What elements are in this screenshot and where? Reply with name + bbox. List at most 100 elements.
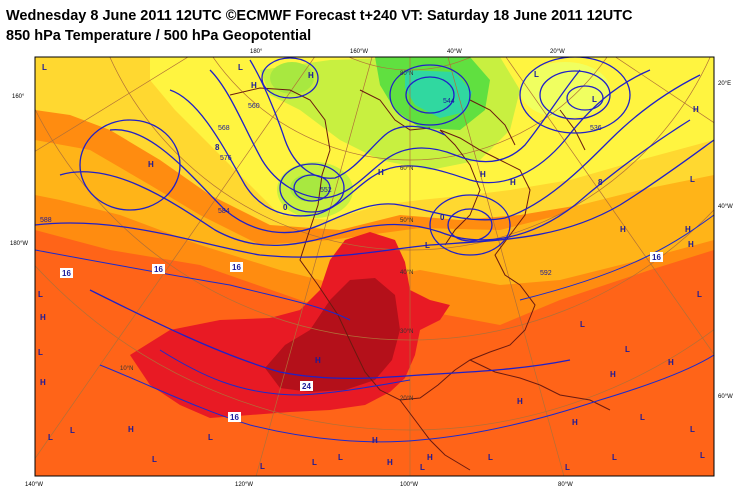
high-center: H [610,370,616,379]
high-center: H [251,81,257,90]
temperature-label: 16 [154,265,163,274]
low-center: L [690,425,695,434]
low-center: L [260,462,265,471]
low-center: L [592,95,597,104]
coordinate-labels: 140°W 120°W 100°W 80°W 180° 160°W 40°W 2… [10,49,733,488]
temperature-label: 16 [62,269,71,278]
lat-label-interior: 30°N [400,329,413,335]
coastlines [229,87,611,471]
temperature-label: 0 [283,203,288,212]
low-center: L [152,455,157,464]
map-frame [34,56,715,477]
high-center: H [620,225,626,234]
low-center: L [565,463,570,472]
cold-pocket-west-core [290,174,330,202]
low-center: L [38,348,43,357]
temperature-band-24-plus [265,278,400,392]
high-center: H [688,240,694,249]
chart-title-line-2: 850 hPa Temperature / 500 hPa Geopotenti… [6,28,312,44]
geopotential-label-group: 588 584 576 568 560 552 544 536 592 [40,98,602,277]
geopotential-contours [35,57,714,380]
low-center: L [640,413,645,422]
high-center: H [128,425,134,434]
temperature-label: 8 [215,143,220,152]
low-center: L [700,451,705,460]
low-center: L [48,433,53,442]
lat-label-left: 180°W [10,241,28,247]
low-center: L [38,290,43,299]
high-center: H [517,397,523,406]
high-center: H [40,313,46,322]
geopotential-label: 544 [443,98,455,105]
temperature-label: 16 [230,413,239,422]
lon-label-top: 160°W [350,49,368,55]
lat-label-interior: 60°N [400,166,413,172]
low-pressure-centers: L L L L L L L L L L L L L L L L L L L L … [38,63,705,472]
high-center: H [308,71,314,80]
low-center: L [420,463,425,472]
low-center: L [425,241,430,250]
temperature-label: 16 [232,263,241,272]
lat-label-right: 40°W [718,204,733,210]
lon-label-top: 20°W [550,49,565,55]
low-center: L [70,426,75,435]
lat-label-interior: 40°N [400,270,413,276]
cold-pocket-ocean [270,62,314,94]
low-center: L [625,345,630,354]
high-center: H [693,105,699,114]
lon-label-top: 40°W [447,49,462,55]
lon-label-top: 180° [250,49,263,55]
geopotential-label: 552 [320,187,332,194]
geopotential-label: 588 [40,217,52,224]
lon-label-bottom: 120°W [235,482,253,488]
high-center: H [372,436,378,445]
high-center: H [148,160,154,169]
lon-label-bottom: 100°W [400,482,418,488]
temperature-label: 16 [652,253,661,262]
low-center: L [580,320,585,329]
high-center: H [40,378,46,387]
geopotential-label: 536 [590,125,602,132]
temperature-band-cold-3 [405,70,472,118]
high-center: H [378,168,384,177]
low-center: L [488,453,493,462]
lat-label-interior: 20°N [400,396,413,402]
high-center: H [510,178,516,187]
lat-label-interior: 50°N [400,218,413,224]
lon-label-bottom: 140°W [25,482,43,488]
temperature-label-group: 16 16 16 16 16 24 8 8 0 0 [60,143,663,422]
temperature-contours [35,214,714,443]
high-center: H [685,225,691,234]
geopotential-label: 560 [248,103,260,110]
geopotential-label: 592 [540,270,552,277]
high-pressure-centers: H H H H H H H H H H H H H H H H H H H H … [40,71,699,467]
low-center: L [690,175,695,184]
low-center: L [338,453,343,462]
lat-label-interior: 80°N [400,71,413,77]
chart-title-line-1: Wednesday 8 June 2011 12UTC ©ECMWF Forec… [6,8,633,24]
low-center: L [612,453,617,462]
high-center: H [427,453,433,462]
low-center: L [312,458,317,467]
geopotential-label: 568 [218,125,230,132]
low-center: L [42,63,47,72]
high-center: H [572,418,578,427]
temperature-label: 24 [302,382,311,391]
high-center: H [387,458,393,467]
high-center: H [668,358,674,367]
lat-label-right: 60°W [718,394,733,400]
lat-label-right: 20°E [718,81,731,87]
low-center: L [208,433,213,442]
high-center: H [480,170,486,179]
geopotential-label: 576 [220,155,232,162]
temperature-label: 0 [440,213,445,222]
high-center: H [315,356,321,365]
lon-label-bottom: 80°W [558,482,573,488]
low-center: L [238,63,243,72]
low-center: L [697,290,702,299]
temperature-label: 8 [598,178,603,187]
lat-label-left: 160° [12,94,25,100]
geopotential-label: 584 [218,208,230,215]
lat-label-interior: 10°N [120,366,133,372]
